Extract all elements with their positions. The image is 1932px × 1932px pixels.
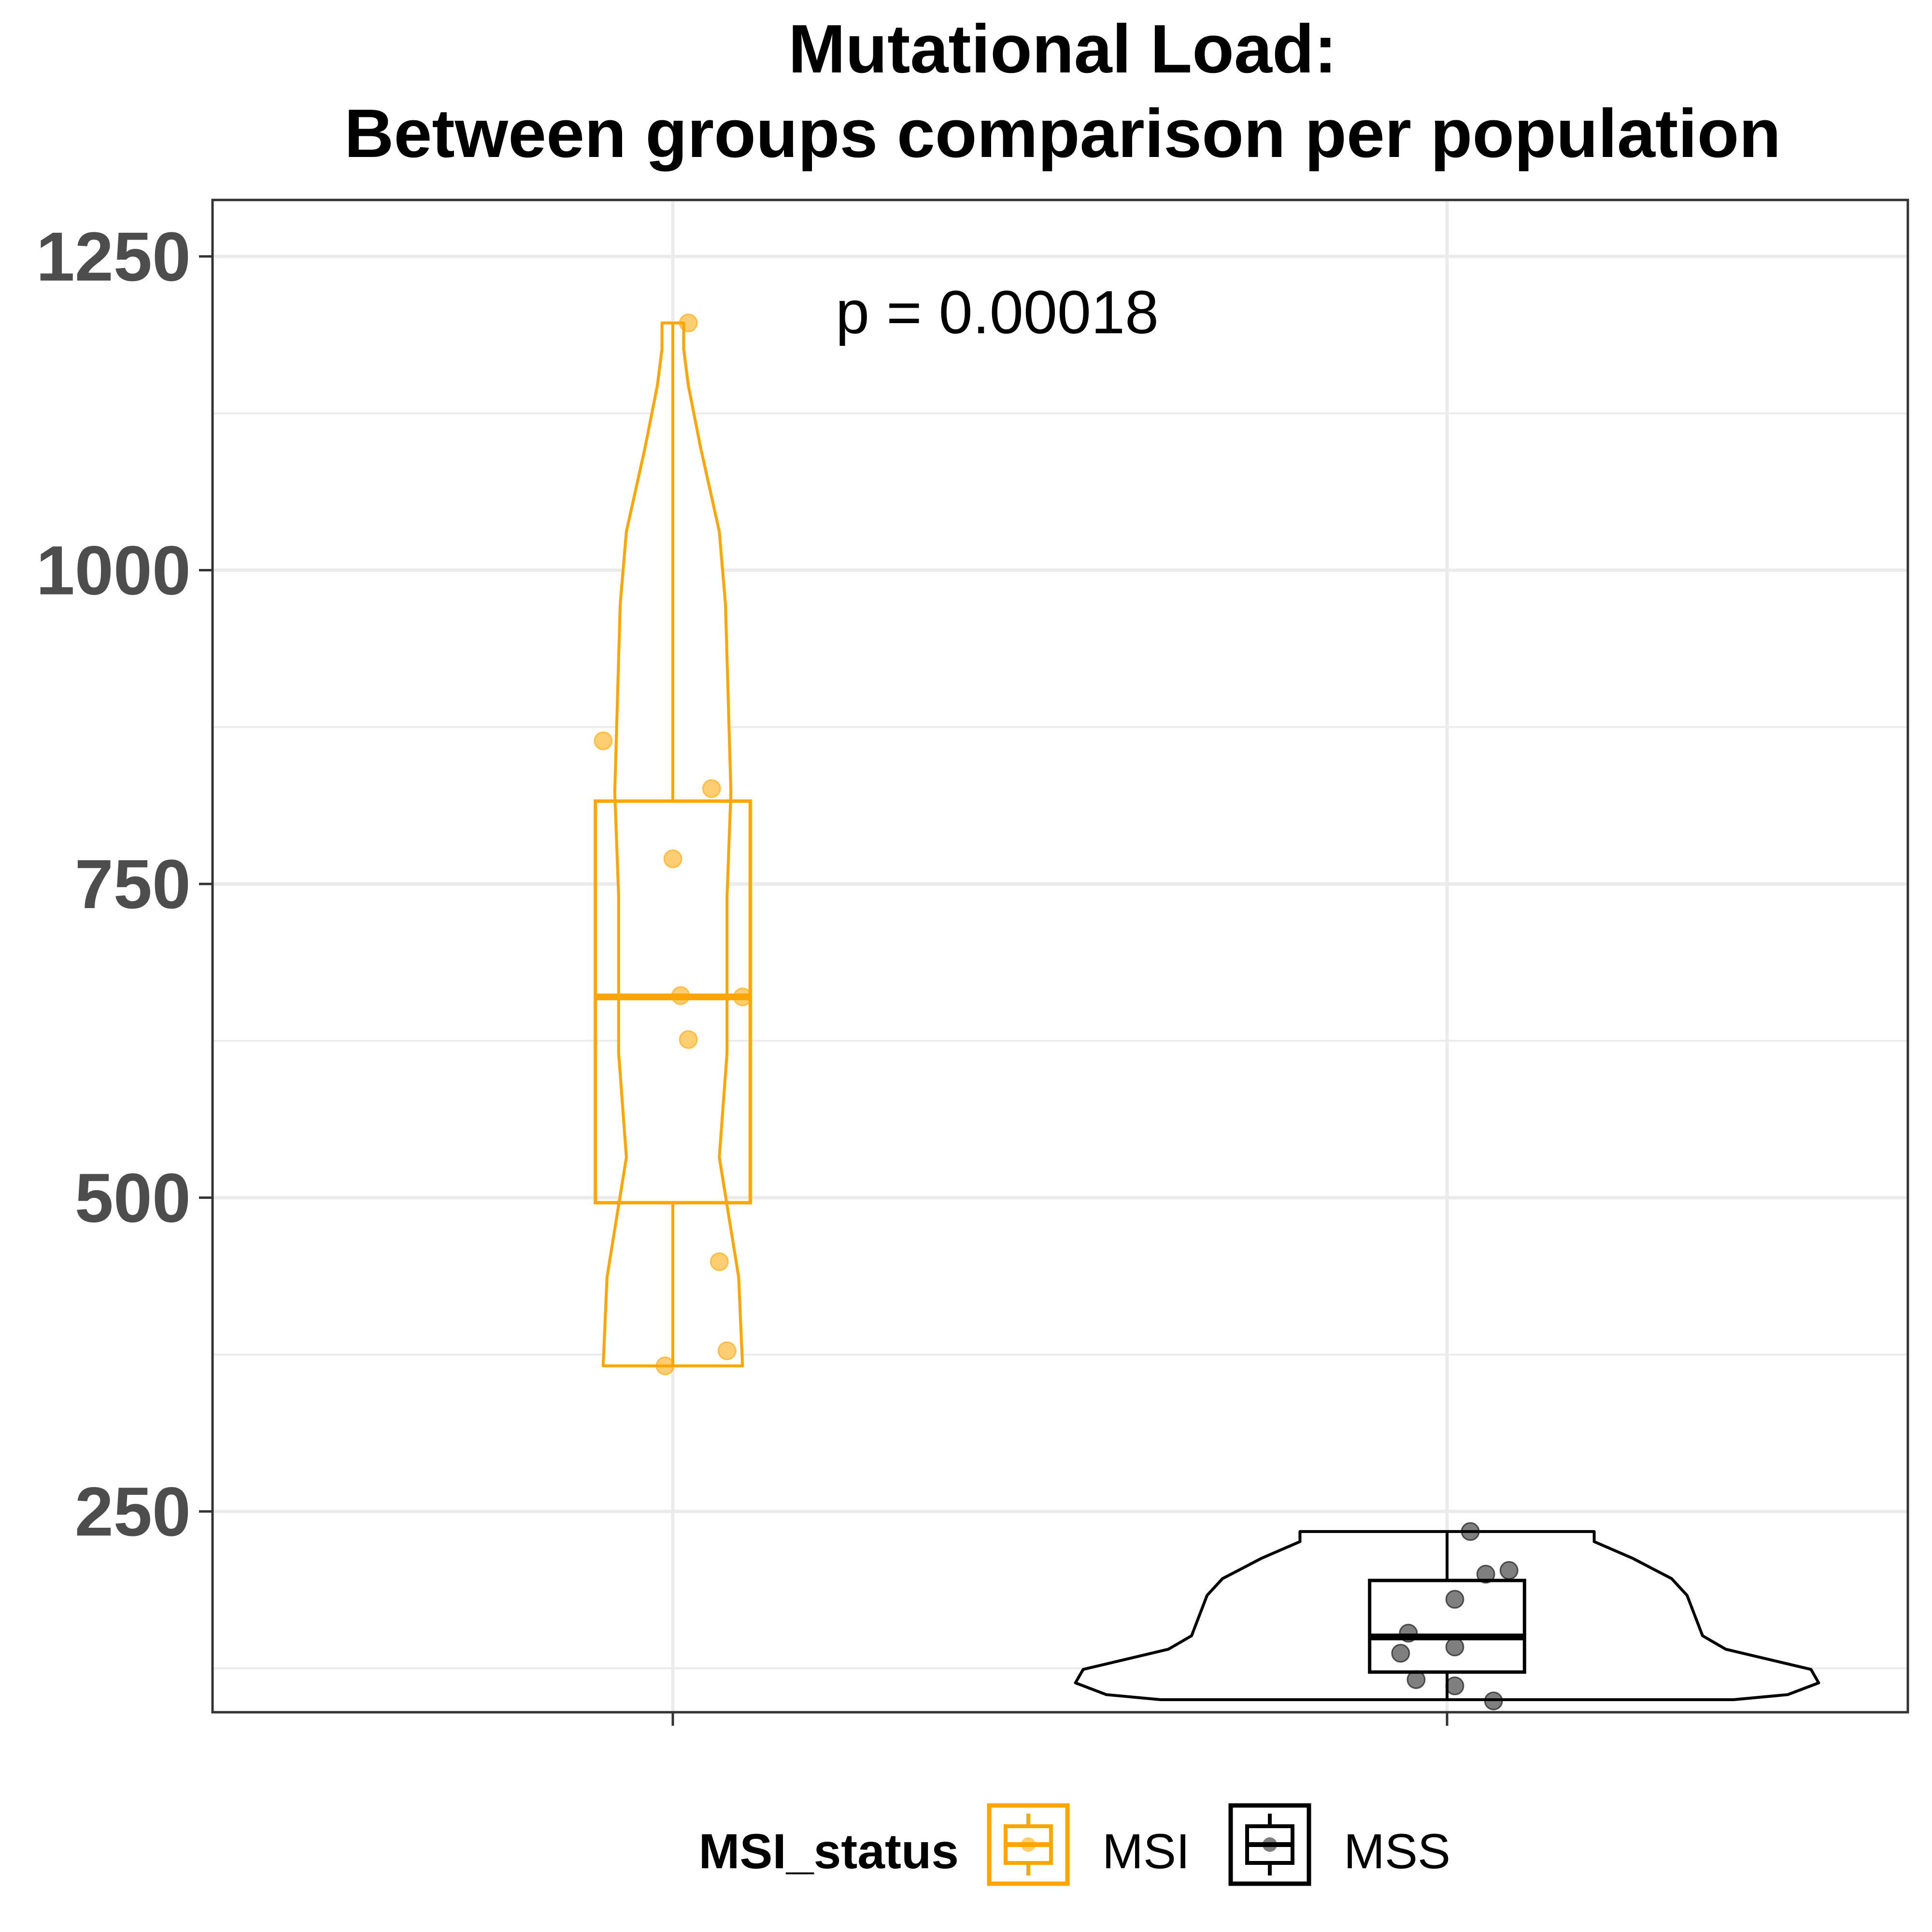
data-point-msi — [733, 987, 752, 1007]
data-point-msi — [671, 986, 690, 1005]
data-point-mss — [1406, 1670, 1426, 1689]
data-point-msi — [663, 849, 682, 868]
data-point-msi — [717, 1341, 737, 1361]
legend-key-msi — [987, 1803, 1070, 1886]
data-point-mss — [1391, 1644, 1410, 1663]
data-point-mss — [1499, 1561, 1519, 1580]
data-point-mss — [1399, 1623, 1418, 1643]
data-point-msi — [710, 1252, 729, 1271]
panel-border — [211, 199, 1909, 1714]
data-point-msi — [655, 1356, 675, 1376]
violins — [601, 321, 1820, 1702]
jitter-points — [594, 313, 1519, 1711]
legend-label-mss: MSS — [1344, 1824, 1450, 1879]
y-tick-label: 250 — [75, 1473, 191, 1550]
data-point-mss — [1461, 1522, 1480, 1541]
legend-title: MSI_status — [699, 1824, 959, 1879]
box-mss — [1368, 1578, 1526, 1674]
y-tick-label: 500 — [75, 1159, 191, 1237]
data-point-msi — [702, 779, 721, 798]
y-axis: 250 500 750 1000 1250 — [36, 218, 213, 1550]
legend: MSI_status MSI MSS — [699, 1803, 1450, 1886]
data-point-msi — [594, 731, 613, 751]
data-point-mss — [1445, 1637, 1464, 1657]
chart-title-line-2: Between groups comparison per population — [344, 95, 1781, 172]
data-point-mss — [1484, 1691, 1503, 1711]
legend-label-msi: MSI — [1102, 1824, 1190, 1879]
y-tick-label: 1250 — [36, 218, 191, 296]
y-tick-label: 750 — [75, 845, 191, 923]
boxplots — [594, 323, 1526, 1700]
data-point-msi — [679, 313, 698, 333]
data-point-mss — [1445, 1590, 1464, 1609]
data-point-msi — [679, 1030, 698, 1049]
legend-key-mss — [1228, 1803, 1311, 1886]
violin-mss — [1074, 1530, 1820, 1702]
data-point-mss — [1476, 1564, 1495, 1584]
data-point-mss — [1445, 1676, 1464, 1695]
y-tick-label: 1000 — [36, 532, 191, 610]
x-axis — [671, 1712, 1449, 1726]
p-value-annotation: p = 0.00018 — [836, 278, 1159, 346]
grid — [213, 200, 1908, 1712]
chart-title-line-1: Mutational Load: — [788, 11, 1337, 87]
